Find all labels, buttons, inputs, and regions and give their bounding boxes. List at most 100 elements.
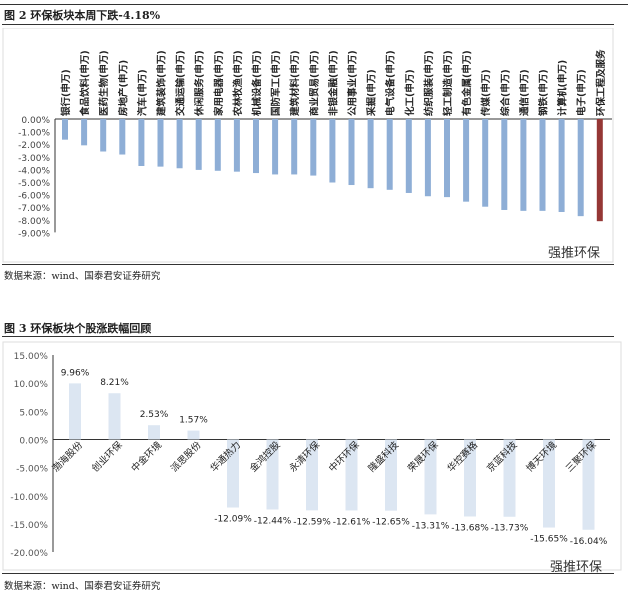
y-tick-label: -1.00% (18, 129, 50, 139)
bar (345, 439, 358, 511)
category-label: 公用事业(申万) (347, 50, 359, 116)
y-tick-label: -3.00% (18, 154, 50, 164)
category-label: 纺织服装(申万) (423, 50, 435, 116)
category-label: 汽车(申万) (136, 69, 148, 116)
data-label: -12.65% (372, 518, 410, 528)
y-tick-label: -20.00% (10, 549, 48, 559)
bar (138, 119, 145, 166)
y-tick-label: -6.00% (18, 192, 50, 202)
category-label: 计算机(申万) (557, 60, 569, 116)
bar (501, 119, 508, 210)
bar (543, 439, 555, 528)
category-label: 商业贸易(申万) (308, 50, 320, 116)
bar (444, 119, 450, 198)
bar (176, 119, 183, 169)
bar (272, 119, 279, 175)
data-label: -13.73% (491, 524, 529, 534)
bar (385, 439, 397, 511)
category-label: 传媒(申万) (480, 69, 492, 117)
category-label: 采掘(申万) (366, 69, 378, 117)
data-label: -13.68% (451, 523, 489, 533)
bar (424, 119, 431, 197)
category-label: 家用电器(申万) (213, 50, 225, 116)
data-label: 8.21% (100, 378, 129, 388)
data-label: -12.61% (333, 517, 371, 527)
bar (310, 119, 317, 176)
category-label: 银行(申万) (60, 69, 72, 116)
bar (558, 119, 565, 212)
category-label: 休闲服务(申万) (194, 50, 206, 117)
bar (520, 119, 527, 211)
category-label: 化工(申万) (404, 69, 416, 116)
bar (367, 119, 374, 189)
watermark-1: 强推环保 (548, 246, 601, 261)
data-label: -13.31% (412, 521, 450, 531)
chart2: 15.00% 10.00% 5.00% 0.00% -5.00% -10.00% -15.0… (2, 341, 622, 571)
bar (214, 119, 221, 171)
bar (253, 119, 259, 174)
bar (482, 119, 489, 207)
figure1-title: 图 2 环保板块本周下跌-4.18% (4, 9, 161, 22)
bar (503, 439, 516, 517)
data-label: 1.57% (179, 416, 208, 426)
category-label: 医药生物(申万) (98, 50, 110, 116)
category-label: 电气设备(申万) (385, 50, 397, 116)
data-label: -16.04% (570, 537, 608, 547)
data-label: 2.53% (140, 410, 169, 420)
bar (329, 119, 336, 183)
category-label: 钢铁(申万) (538, 69, 550, 116)
figure2-source: 数据来源：wind、国泰君安证券研究 (4, 581, 161, 592)
y-tick-label: -2.00% (18, 141, 50, 151)
y-tick-label: -15.00% (10, 521, 48, 531)
y-tick-label: -7.00% (18, 204, 50, 214)
y-tick-label: 0.00% (21, 116, 50, 126)
category-label: 电子(申万) (576, 69, 588, 116)
watermark-2: 强推环保 (550, 560, 603, 575)
category-label: 建筑材料(申万) (289, 50, 301, 117)
category-label: 国防军工(申万) (270, 50, 282, 116)
data-label: -15.65% (530, 535, 568, 545)
category-label: 农林牧渔(申万) (232, 50, 244, 117)
bar (291, 119, 298, 175)
category-label: 建筑装饰(申万) (156, 50, 168, 117)
y-tick-label: -8.00% (18, 217, 50, 227)
category-label: 食品饮料(申万) (79, 50, 91, 117)
data-label: -12.44% (254, 516, 292, 526)
bar (157, 119, 164, 167)
data-label: -12.09% (214, 515, 252, 525)
y-tick-label: -5.00% (18, 179, 50, 189)
bar (348, 119, 355, 186)
bar (405, 119, 412, 193)
bar (100, 119, 107, 152)
y-tick-label: -10.00% (10, 493, 48, 503)
y-tick-label: 10.00% (14, 380, 49, 390)
bar (424, 439, 437, 515)
y-tick-label: 15.00% (14, 352, 49, 362)
category-label: 通信(申万) (518, 69, 530, 116)
category-label: 环保工程及服务 (595, 49, 607, 116)
bar (596, 119, 603, 222)
category-label: 房地产(申万) (117, 60, 129, 116)
category-label: 交通运输(申万) (175, 50, 187, 116)
category-label: 综合(申万) (499, 69, 511, 116)
bar (119, 119, 126, 155)
y-tick-label: -9.00% (18, 229, 50, 239)
bar (582, 439, 595, 530)
y-tick-label: -5.00% (16, 465, 48, 475)
figure1-source: 数据来源：wind、国泰君安证券研究 (4, 271, 161, 282)
category-label: 有色金属(申万) (461, 50, 473, 116)
bar (539, 119, 546, 211)
data-label: -12.59% (293, 517, 331, 527)
bar (81, 119, 88, 146)
y-tick-label: 0.00% (19, 436, 48, 446)
y-tick-label: 5.00% (19, 408, 48, 418)
bar (306, 439, 318, 511)
data-label: 9.96% (61, 368, 90, 378)
bar (233, 119, 240, 172)
chart1: 0.00% -1.00% -2.00% -3.00% -4.00% -5.00% -6.00… (2, 28, 614, 263)
bar (266, 439, 279, 510)
bar (108, 393, 121, 440)
bar (69, 383, 81, 440)
bar (577, 119, 584, 217)
bar (464, 439, 476, 517)
